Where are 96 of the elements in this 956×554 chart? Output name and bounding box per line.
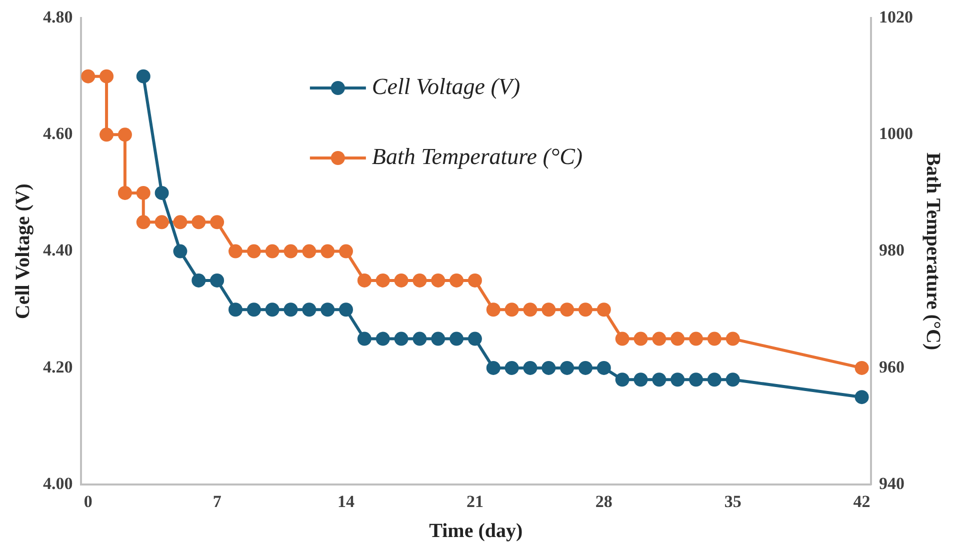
- x-tick-label: 7: [212, 492, 222, 512]
- y-tick-label: 4.60: [43, 124, 73, 144]
- x-tick-label: 14: [338, 492, 356, 512]
- y2-tick-label: 980: [879, 240, 904, 260]
- x-tick-label: 21: [466, 492, 484, 512]
- point: [118, 186, 132, 200]
- y2-tick-label: 960: [879, 357, 904, 376]
- point: [854, 360, 869, 375]
- point: [357, 332, 372, 346]
- y2-tick-label: 1020: [879, 7, 913, 26]
- y2-axis-title: Bath Temperature (°C): [922, 152, 944, 350]
- point: [192, 215, 206, 230]
- point: [100, 69, 114, 84]
- point: [320, 302, 335, 317]
- point: [670, 332, 685, 346]
- point: [560, 360, 574, 375]
- point: [634, 372, 648, 387]
- point: [504, 360, 519, 375]
- x-tick-label: 0: [84, 492, 92, 512]
- point: [192, 273, 206, 288]
- point: [689, 332, 704, 346]
- y-axis-title: Cell Voltage (V): [12, 184, 34, 320]
- y-tick-label: 4.40: [43, 240, 73, 260]
- point: [431, 273, 446, 288]
- point: [450, 332, 464, 346]
- point: [246, 302, 261, 317]
- point: [726, 332, 740, 346]
- point: [136, 186, 150, 200]
- point: [542, 302, 556, 317]
- point: [357, 273, 372, 288]
- point: [542, 360, 556, 375]
- y-tick-label: 4.20: [43, 357, 73, 376]
- point: [100, 128, 114, 142]
- point: [210, 215, 224, 230]
- point: [523, 360, 538, 375]
- point: [265, 244, 280, 258]
- point: [854, 390, 869, 404]
- legend-label: Bath Temperature (°C): [372, 144, 583, 170]
- legend-label: Cell Voltage (V): [372, 74, 520, 100]
- y-tick-label: 4.00: [43, 474, 73, 493]
- point: [284, 302, 298, 317]
- point: [670, 372, 685, 387]
- point: [689, 372, 704, 387]
- point: [652, 372, 666, 387]
- point: [210, 273, 224, 288]
- point: [486, 302, 500, 317]
- point: [707, 332, 722, 346]
- point: [486, 360, 500, 375]
- x-tick-label: 28: [595, 492, 612, 512]
- point: [228, 244, 242, 258]
- x-tick-label: 35: [724, 492, 742, 512]
- point: [431, 332, 446, 346]
- point: [376, 332, 390, 346]
- y2-tick-label: 940: [879, 474, 904, 493]
- point: [450, 273, 464, 288]
- point: [560, 302, 574, 317]
- point: [154, 186, 169, 200]
- y-tick-label: 4.80: [43, 7, 73, 26]
- point: [504, 302, 519, 317]
- point: [246, 244, 261, 258]
- point: [468, 273, 482, 288]
- point: [376, 273, 390, 288]
- point: [726, 372, 740, 387]
- point: [394, 273, 408, 288]
- point: [634, 332, 648, 346]
- point: [339, 302, 354, 317]
- point: [284, 244, 298, 258]
- point: [707, 372, 722, 387]
- point: [173, 215, 188, 230]
- point: [136, 69, 150, 84]
- point: [596, 360, 611, 375]
- point: [302, 302, 316, 317]
- point: [468, 332, 482, 346]
- point: [136, 215, 150, 230]
- point: [523, 302, 538, 317]
- point: [118, 128, 132, 142]
- point: [302, 244, 316, 258]
- point: [578, 302, 592, 317]
- x-axis-title: Time (day): [429, 520, 523, 542]
- point: [81, 69, 96, 84]
- point: [228, 302, 242, 317]
- point: [412, 273, 427, 288]
- point: [339, 244, 354, 258]
- point: [173, 244, 188, 258]
- point: [412, 332, 427, 346]
- point: [320, 244, 335, 258]
- point: [265, 302, 280, 317]
- point: [652, 332, 666, 346]
- x-tick-label: 42: [853, 492, 870, 512]
- y2-tick-label: 1000: [879, 124, 913, 144]
- point: [596, 302, 611, 317]
- point: [154, 215, 169, 230]
- point: [615, 372, 630, 387]
- point: [615, 332, 630, 346]
- point: [578, 360, 592, 375]
- point: [394, 332, 408, 346]
